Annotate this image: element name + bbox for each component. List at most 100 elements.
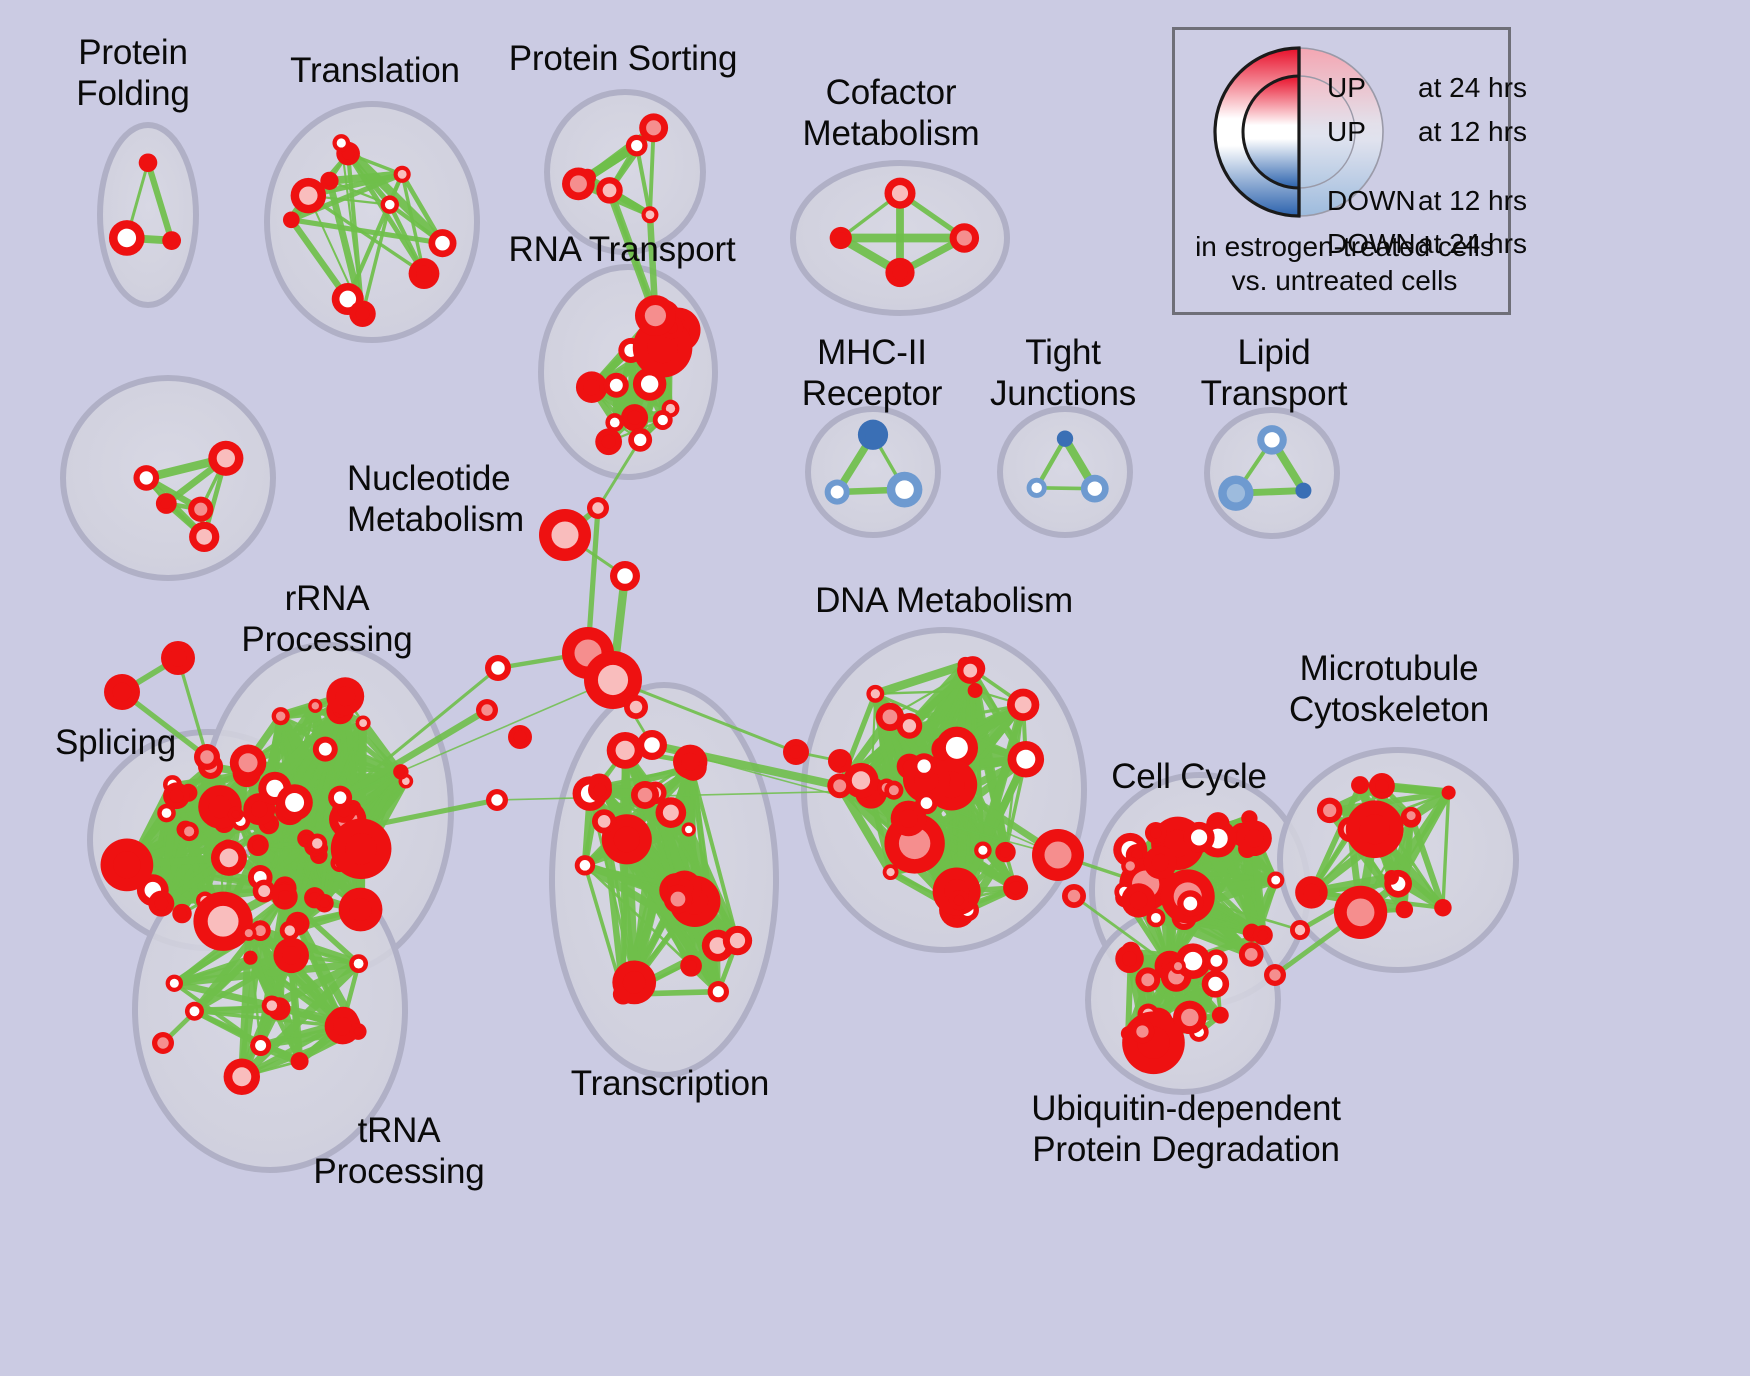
network-node[interactable] — [673, 744, 708, 779]
network-node[interactable] — [857, 419, 889, 450]
network-node[interactable] — [1204, 949, 1228, 973]
network-node[interactable] — [172, 903, 192, 924]
network-node[interactable] — [276, 784, 313, 821]
network-node[interactable] — [223, 1058, 261, 1095]
network-node[interactable] — [290, 1052, 309, 1071]
network-node[interactable] — [882, 864, 899, 881]
network-node[interactable] — [1056, 430, 1074, 447]
network-node[interactable] — [562, 167, 595, 201]
network-node[interactable] — [1177, 890, 1204, 917]
network-node[interactable] — [476, 699, 498, 721]
network-node[interactable] — [161, 641, 195, 675]
network-node[interactable] — [486, 789, 508, 811]
network-node[interactable] — [575, 371, 608, 403]
network-node[interactable] — [1290, 920, 1310, 940]
network-node[interactable] — [584, 651, 642, 709]
network-node[interactable] — [1062, 884, 1086, 908]
network-node[interactable] — [610, 561, 640, 591]
network-node[interactable] — [1441, 785, 1456, 800]
network-node[interactable] — [866, 684, 885, 703]
network-node[interactable] — [133, 465, 160, 491]
network-node[interactable] — [1201, 970, 1230, 998]
network-node[interactable] — [1003, 875, 1029, 901]
network-node[interactable] — [282, 211, 300, 229]
network-node[interactable] — [290, 177, 327, 214]
network-node[interactable] — [948, 890, 970, 911]
network-node[interactable] — [1121, 883, 1156, 918]
network-node[interactable] — [152, 1032, 174, 1054]
network-node[interactable] — [193, 891, 253, 951]
network-node[interactable] — [1395, 900, 1414, 919]
network-node[interactable] — [1115, 944, 1144, 974]
network-node[interactable] — [1257, 425, 1287, 455]
network-node[interactable] — [189, 521, 220, 552]
network-node[interactable] — [328, 785, 353, 810]
network-node[interactable] — [104, 674, 140, 710]
network-node[interactable] — [974, 841, 992, 860]
network-node[interactable] — [393, 764, 409, 780]
network-node[interactable] — [631, 781, 659, 809]
network-node[interactable] — [179, 821, 199, 842]
network-node[interactable] — [587, 497, 609, 519]
network-node[interactable] — [330, 818, 392, 880]
network-node[interactable] — [1267, 871, 1285, 889]
network-node[interactable] — [995, 841, 1016, 863]
network-node[interactable] — [681, 822, 696, 837]
network-node[interactable] — [428, 229, 457, 258]
network-node[interactable] — [247, 834, 269, 857]
network-node[interactable] — [1295, 482, 1312, 499]
network-node[interactable] — [595, 428, 623, 456]
network-node[interactable] — [252, 879, 276, 903]
network-node[interactable] — [1368, 773, 1395, 800]
network-node[interactable] — [188, 496, 214, 522]
network-node[interactable] — [355, 715, 371, 731]
network-node[interactable] — [829, 226, 852, 250]
network-node[interactable] — [163, 782, 190, 810]
network-node[interactable] — [890, 800, 927, 837]
network-node[interactable] — [261, 995, 282, 1016]
network-node[interactable] — [485, 655, 511, 681]
network-node[interactable] — [312, 736, 338, 762]
network-node[interactable] — [148, 890, 175, 917]
network-node[interactable] — [380, 195, 399, 214]
network-node[interactable] — [1236, 820, 1272, 857]
network-node[interactable] — [338, 887, 383, 932]
network-node[interactable] — [508, 725, 532, 749]
network-node[interactable] — [1252, 925, 1273, 946]
network-node[interactable] — [680, 954, 702, 977]
network-node[interactable] — [1143, 845, 1178, 880]
network-node[interactable] — [707, 981, 730, 1003]
network-node[interactable] — [1351, 776, 1370, 795]
network-node[interactable] — [639, 113, 669, 143]
network-node[interactable] — [250, 1034, 272, 1057]
network-node[interactable] — [663, 884, 693, 914]
network-node[interactable] — [162, 231, 181, 250]
network-node[interactable] — [1080, 474, 1109, 503]
network-node[interactable] — [1402, 806, 1420, 825]
network-node[interactable] — [641, 206, 659, 224]
network-node[interactable] — [884, 780, 904, 800]
network-node[interactable] — [1144, 822, 1167, 844]
network-node[interactable] — [273, 937, 309, 974]
network-node[interactable] — [628, 427, 653, 452]
network-node[interactable] — [824, 479, 850, 505]
network-node[interactable] — [886, 471, 923, 508]
network-node[interactable] — [652, 410, 673, 430]
network-node[interactable] — [655, 797, 687, 828]
network-node[interactable] — [875, 702, 905, 732]
network-node[interactable] — [108, 220, 145, 256]
network-node[interactable] — [165, 974, 184, 992]
network-node[interactable] — [885, 257, 915, 288]
network-node[interactable] — [596, 177, 623, 204]
network-node[interactable] — [326, 677, 365, 716]
network-node[interactable] — [1218, 475, 1254, 511]
network-node[interactable] — [1264, 964, 1286, 986]
network-node[interactable] — [157, 803, 176, 823]
network-node[interactable] — [1032, 829, 1084, 881]
network-node[interactable] — [606, 731, 644, 769]
network-node[interactable] — [843, 762, 879, 799]
network-node[interactable] — [349, 300, 376, 328]
network-node[interactable] — [1130, 1019, 1155, 1044]
network-node[interactable] — [1238, 942, 1264, 967]
network-node[interactable] — [911, 753, 937, 779]
